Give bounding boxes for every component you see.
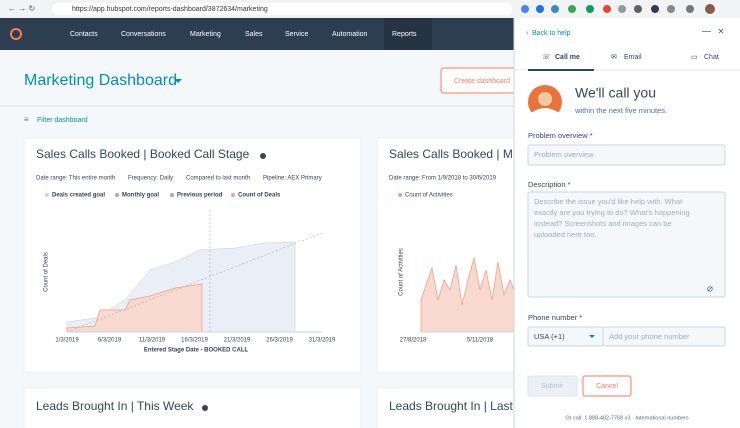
legend-swatch (115, 193, 119, 197)
card-filter: Date range: This entire month (36, 176, 115, 182)
caret[interactable] (174, 79, 182, 83)
nav-buttons[interactable]: ← → ↻ (8, 4, 35, 13)
dashboard-title[interactable]: Marketing Dashboard (24, 72, 177, 89)
close[interactable]: × (718, 27, 724, 38)
placeholder[interactable]: Add your phone number (609, 332, 690, 341)
chart-area (66, 210, 323, 333)
y-label: Count of Deals (44, 252, 50, 292)
x-tick-label: 31/3/2019 (309, 338, 336, 344)
legend-entry: Count of Activities (405, 193, 453, 199)
card (376, 387, 538, 428)
card-filter: Pipeline: AEX Primary (263, 176, 322, 182)
avatar-face (538, 92, 552, 106)
cancel-label[interactable]: Cancel (596, 383, 618, 390)
filter-link[interactable]: Filter dashboard (37, 117, 88, 124)
card-title: Leads Brought In | Last (389, 399, 514, 413)
nav-item[interactable]: Marketing (190, 31, 221, 38)
card-title: Sales Calls Booked | Booked Call Stage (36, 147, 250, 161)
x-tick-label: 5/11/2018 (467, 338, 494, 344)
card-filter: Date range: From 1/9/2018 to 30/6/2019 (389, 176, 497, 182)
placeholder[interactable]: exactly are you trying to do? What's hap… (534, 208, 690, 217)
submit-label[interactable]: Submit (541, 383, 563, 390)
x-tick-label: 11/3/2019 (139, 338, 166, 344)
tab-icon[interactable]: ✉ (611, 54, 617, 61)
nav-item[interactable]: Service (285, 31, 308, 38)
placeholder[interactable]: instead? Screenshots and images can be (534, 219, 672, 228)
card-filter: Compared to last month (186, 176, 250, 182)
back-link[interactable]: ‹ (526, 30, 529, 37)
back-link[interactable]: Back to help (532, 30, 571, 37)
x-tick-label: 21/3/2019 (224, 338, 251, 344)
tab[interactable]: Email (624, 54, 642, 61)
country[interactable]: USA (+1) (534, 332, 565, 341)
card-title: Leads Brought In | This Week (36, 399, 194, 413)
avatar-shirt (531, 108, 559, 119)
field-label: Phone number * (528, 313, 582, 322)
nav-item[interactable]: Conversations (121, 31, 166, 38)
nav-item[interactable]: Automation (332, 31, 368, 38)
x-label: Entered Stage Date - BOOKED CALL (144, 348, 249, 354)
input[interactable] (527, 144, 726, 166)
address-bar[interactable] (52, 3, 512, 15)
placeholder[interactable]: uploaded here too. (534, 230, 597, 239)
submit-button[interactable] (527, 375, 578, 397)
tab[interactable]: Call me (555, 54, 580, 61)
card-filter: Frequency: Daily (128, 176, 173, 182)
nav-item[interactable]: Reports (392, 31, 417, 38)
legend-entry: Deals created goal (52, 193, 105, 199)
field-label: Description * (528, 180, 571, 189)
legend-entry: Monthly goal (122, 193, 159, 199)
legend-swatch (45, 193, 49, 197)
subheading: within the next five minutes. (574, 106, 667, 115)
legend-swatch (398, 193, 402, 197)
nav-active (384, 18, 432, 50)
chart-area (420, 257, 515, 333)
cancel-button[interactable] (582, 375, 632, 397)
legend-entry: Previous period (177, 193, 223, 199)
legend-swatch (170, 193, 174, 197)
caret[interactable] (589, 335, 595, 338)
y-label: Count of Activities (399, 248, 405, 296)
legend-entry: Count of Deals (238, 193, 281, 199)
legend-swatch (231, 193, 235, 197)
field-label: Problem overview * (528, 131, 593, 140)
logo[interactable] (10, 28, 22, 40)
url[interactable]: https://app.hubspot.com/reports-dashboar… (72, 6, 268, 13)
info-icon[interactable] (202, 405, 208, 411)
phone-input[interactable] (602, 326, 726, 347)
minimize[interactable]: — (702, 25, 711, 35)
nav-item[interactable]: Sales (245, 31, 263, 38)
card-title: Sales Calls Booked | M (389, 147, 513, 161)
heading: We'll call you (575, 85, 656, 101)
filter-icon[interactable]: ≡ (24, 115, 29, 124)
placeholder[interactable]: Describe the issue you'd like help with.… (534, 197, 683, 206)
nav-item[interactable]: Contacts (70, 31, 98, 38)
x-tick-label: 27/8/2018 (400, 338, 427, 344)
attach-icon[interactable]: ⌀ (707, 284, 713, 295)
create-button-label[interactable]: Create dashboard (454, 78, 510, 85)
tab-icon[interactable]: ☏ (542, 53, 551, 61)
x-tick-label: 16/3/2019 (181, 338, 208, 344)
footer: Or call: 1 888-482-7768 x3 · Internation… (565, 415, 688, 421)
info-icon[interactable] (260, 153, 266, 159)
card (23, 387, 362, 428)
tab[interactable]: Chat (704, 54, 719, 61)
placeholder[interactable]: Problem overview (534, 150, 594, 159)
card (376, 137, 538, 373)
x-tick-label: 1/3/2019 (55, 338, 79, 344)
x-tick-label: 26/3/2019 (266, 338, 293, 344)
textarea[interactable] (527, 191, 726, 298)
tab-icon[interactable]: ▭ (691, 54, 698, 61)
extensions (521, 4, 715, 14)
x-tick-label: 6/3/2019 (98, 338, 122, 344)
